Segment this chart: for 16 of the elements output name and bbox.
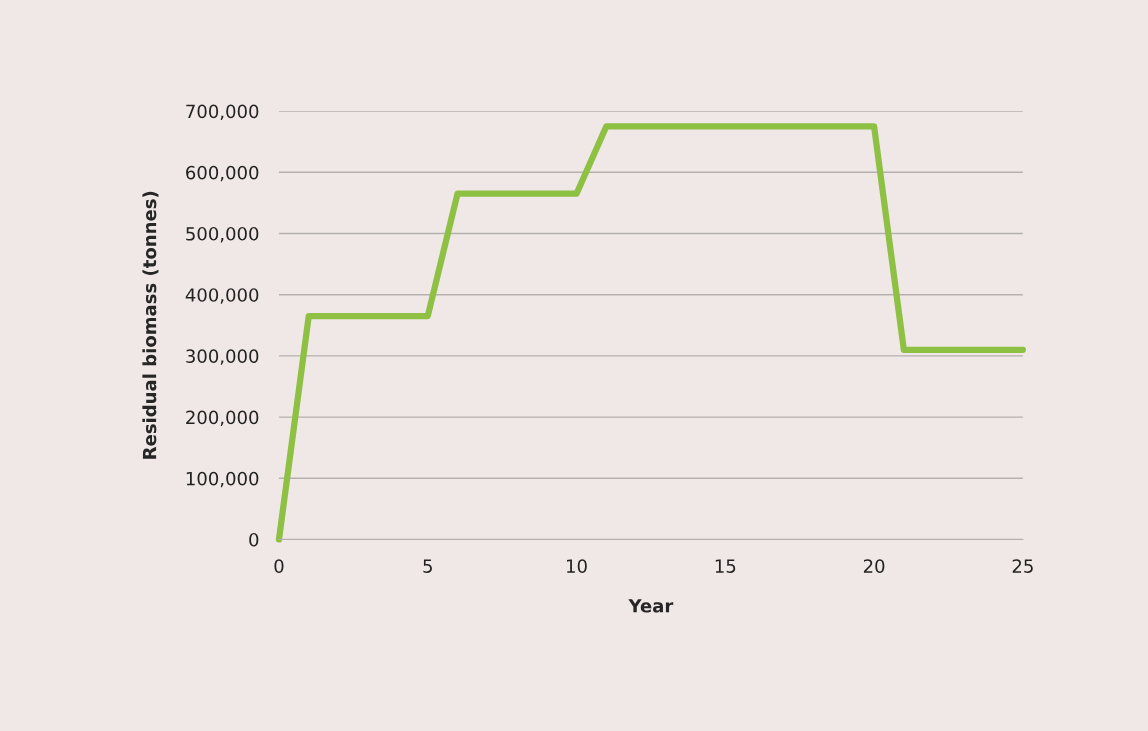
y-tick-label: 300,000 [186, 349, 259, 365]
x-tick-label: 25 [1012, 559, 1033, 573]
y-tick-label: 700,000 [186, 104, 259, 121]
x-tick-label: 5 [423, 559, 432, 573]
y-tick-label: 0 [249, 532, 259, 547]
x-tick-label: 15 [715, 559, 736, 573]
y-axis-title: Residual biomass (tonnes) [142, 191, 159, 459]
y-tick-label: 500,000 [186, 226, 259, 243]
y-tick-label: 100,000 [186, 471, 259, 488]
x-tick-label: 20 [863, 559, 885, 573]
x-tick-label: 10 [567, 559, 587, 573]
y-tick-label: 600,000 [186, 165, 259, 182]
y-tick-label: 400,000 [185, 288, 259, 304]
y-tick-label: 200,000 [186, 410, 259, 427]
x-axis-title: Year [628, 599, 674, 613]
x-tick-label: 0 [274, 559, 284, 573]
